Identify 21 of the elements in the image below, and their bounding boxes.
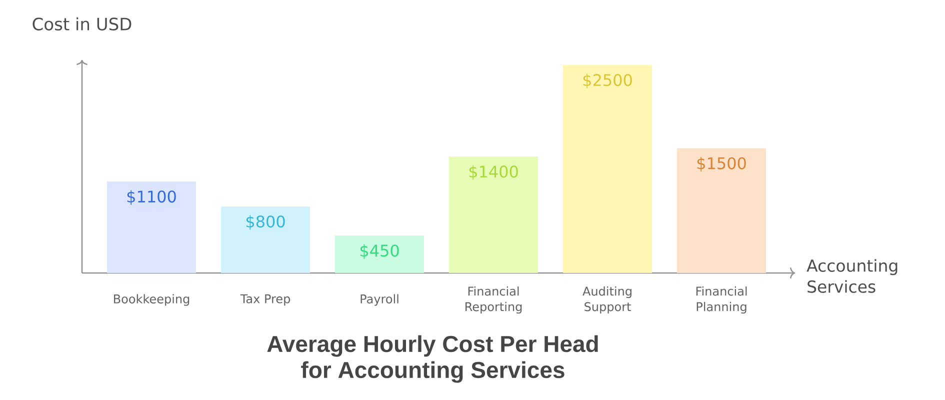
data-label: $2500 (583, 74, 632, 88)
x-tick-label: Bookkeeping (114, 294, 190, 306)
x-axis-title: Accounting Services (806, 259, 898, 293)
x-tick-label: Auditing Support (582, 286, 632, 314)
x-tick-label: Financial Reporting (466, 286, 522, 314)
y-axis-title: Cost in USD (32, 17, 132, 30)
x-tick-label: Financial Planning (696, 286, 747, 314)
bar (221, 206, 310, 273)
x-tick-label: Payroll (360, 294, 398, 306)
data-label: $1100 (127, 190, 176, 205)
x-tick-label: Tax Prep (240, 294, 290, 306)
data-label: $1500 (697, 156, 746, 172)
bar (563, 65, 652, 273)
data-label: $800 (246, 215, 285, 230)
data-label: $1400 (469, 165, 518, 180)
text: Average Hourly Cost Per Head for Accounting Services (267, 335, 598, 383)
bar (677, 148, 766, 273)
bar (449, 156, 538, 273)
data-label: $450 (360, 244, 399, 259)
bar (335, 236, 424, 273)
bar (107, 181, 196, 273)
